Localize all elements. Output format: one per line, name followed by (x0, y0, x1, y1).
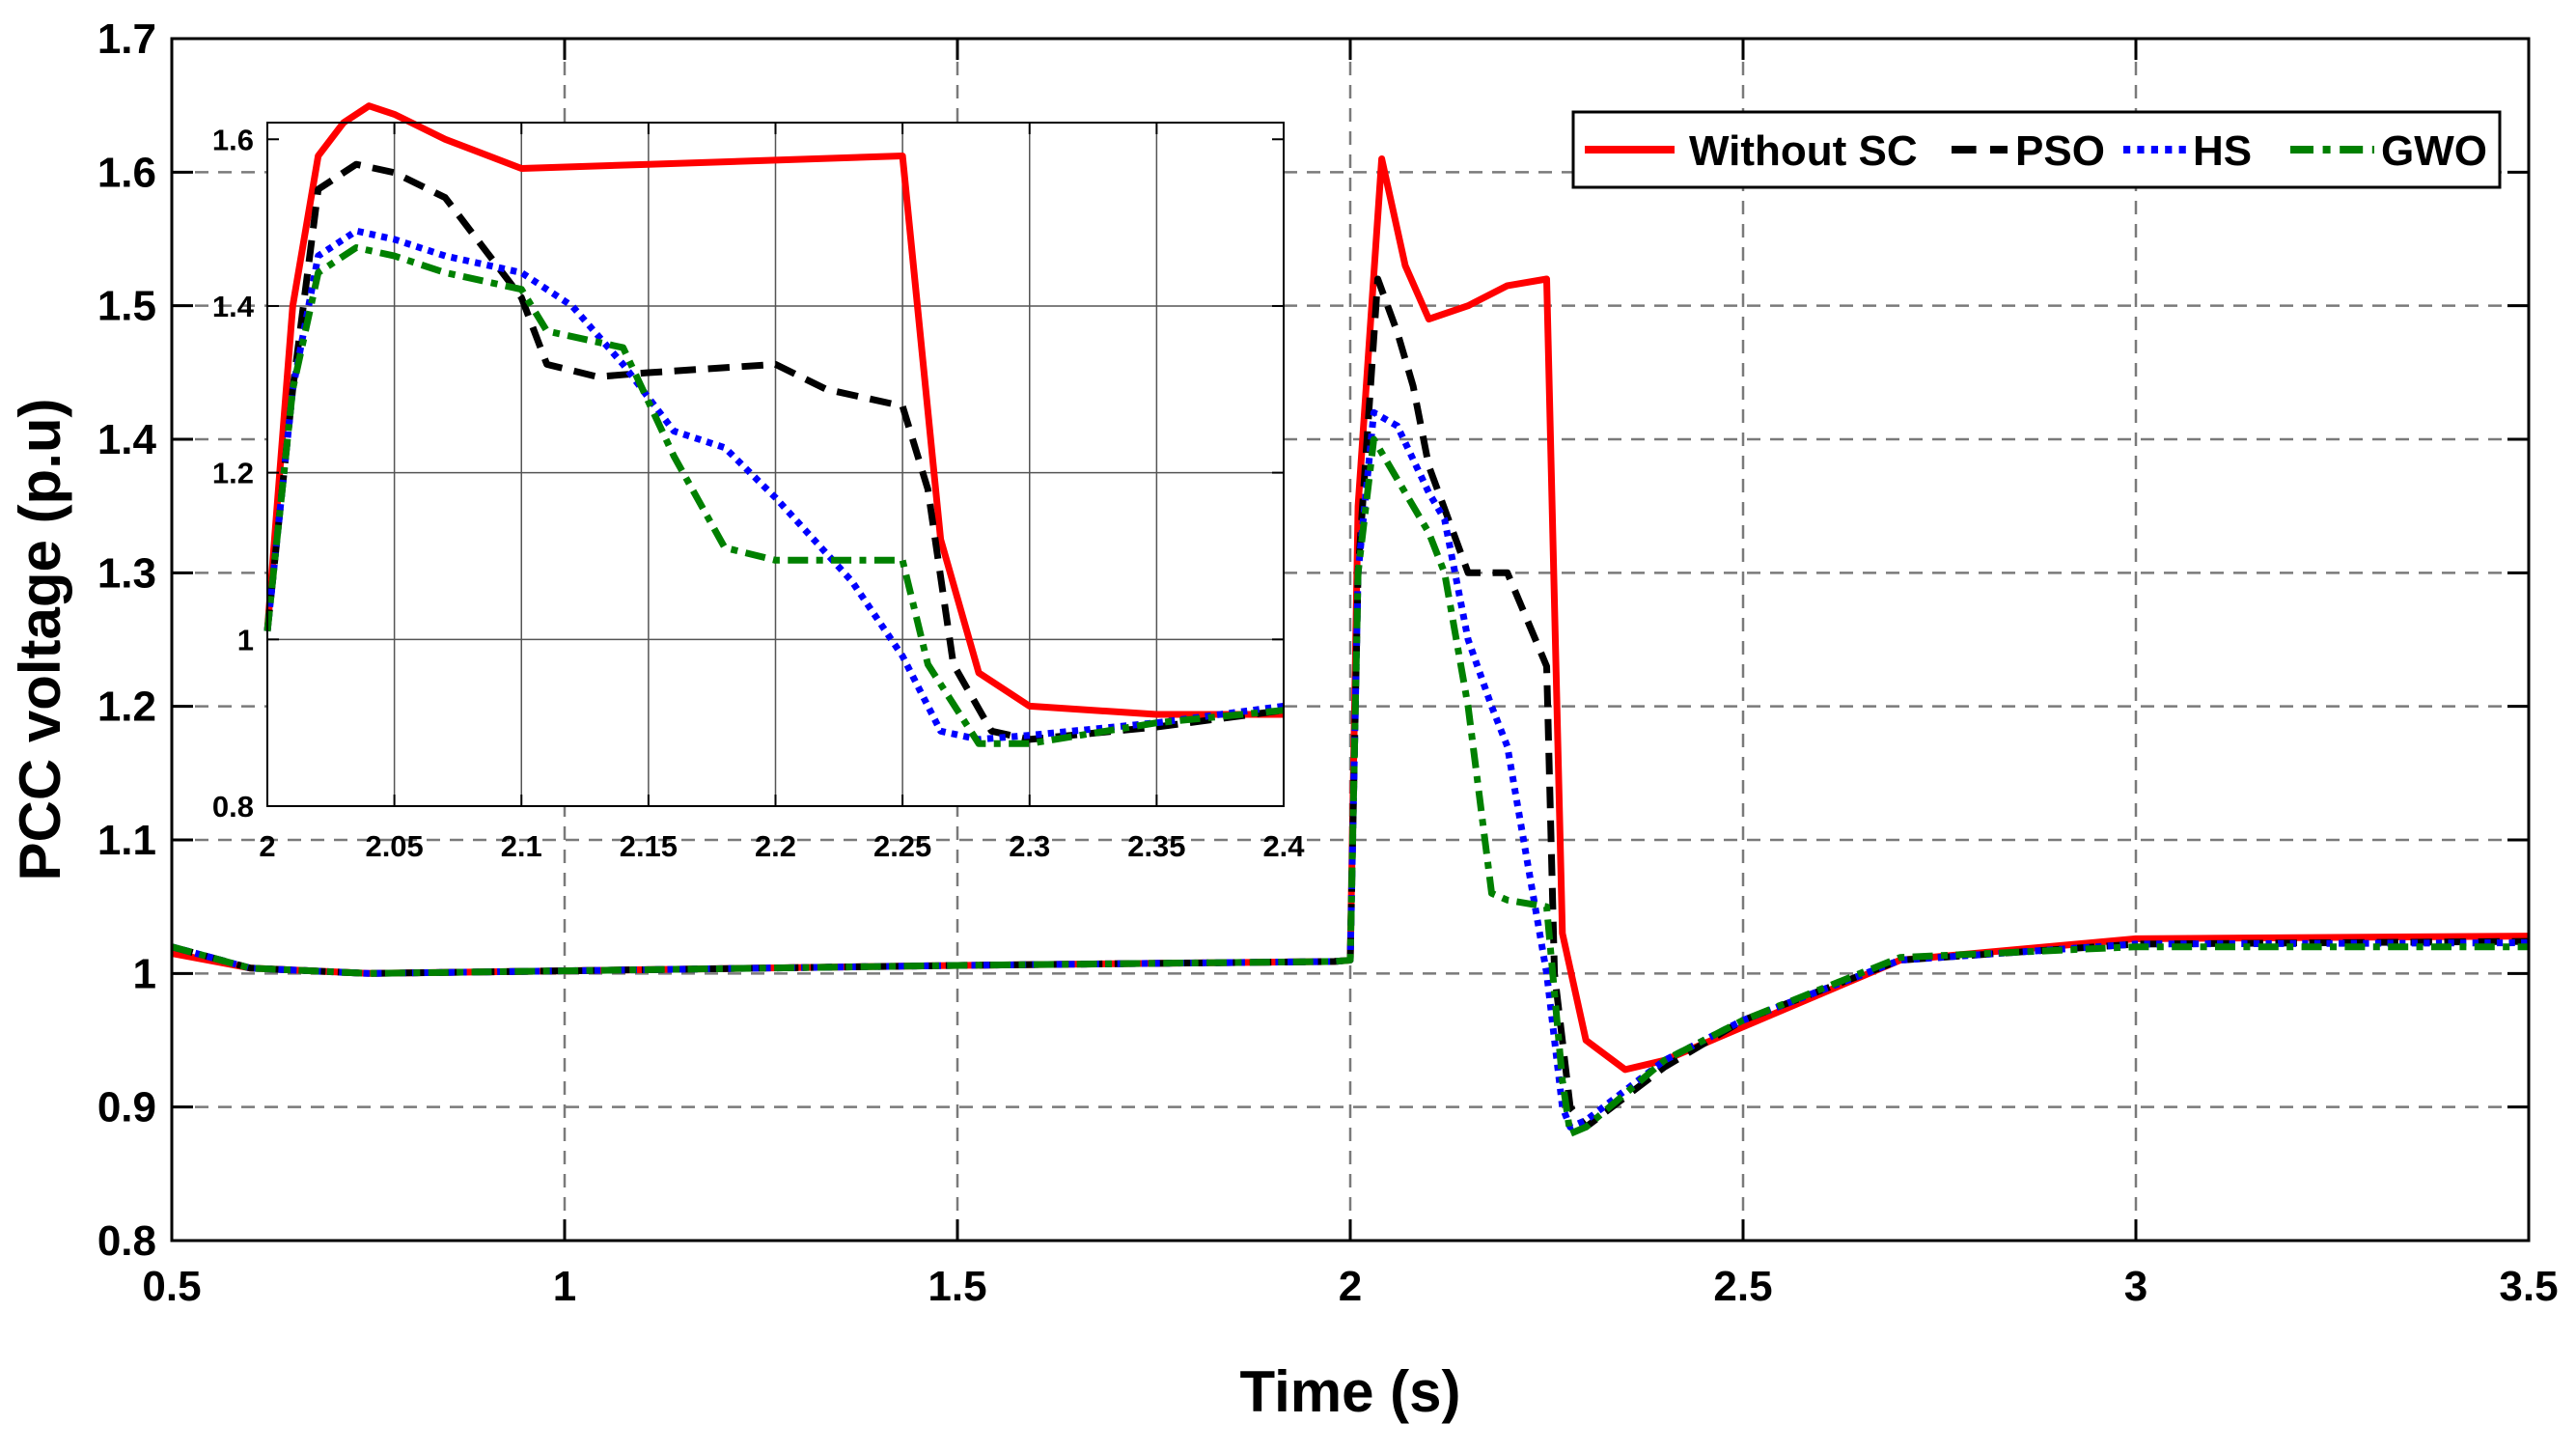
main-series (171, 155, 2530, 1137)
legend-label-hs: HS (2193, 127, 2252, 175)
inset-xtick-label: 2.05 (365, 829, 423, 863)
inset-xtick-label: 2.4 (1262, 829, 1305, 863)
inset-xtick-label: 2.1 (501, 829, 542, 863)
inset-series-pso (263, 160, 1285, 743)
main-ytick-label: 1.5 (97, 283, 156, 330)
main-series-gwo (171, 435, 2529, 1137)
inset-ytick-label: 1 (237, 623, 254, 656)
main-ytick-label: 1.7 (97, 15, 156, 63)
y-axis-label: PCC voltage (p.u) (8, 398, 72, 880)
main-xtick-label: 3 (2124, 1263, 2147, 1310)
inset-ticks: 2 2.05 2.1 2.15 2.2 2.25 2.3 2.35 2.4 0.8 1 1.2 1.4 1… (212, 123, 1305, 863)
legend-label-pso: PSO (2015, 127, 2105, 175)
inset-xtick-label: 2.2 (755, 829, 796, 863)
main-ytick-label: 0.8 (97, 1217, 156, 1265)
main-ytick-label: 1 (133, 950, 156, 997)
main-xtick-label: 0.5 (142, 1263, 201, 1310)
inset-series-without-sc (263, 102, 1284, 718)
main-ytick-label: 1.6 (97, 149, 156, 196)
inset-plot-area: 2 2.05 2.1 2.15 2.2 2.25 2.3 2.35 2.4 0.8 1 1.2 1.4 1… (212, 102, 1305, 863)
main-xtick-label: 2 (1339, 1263, 1362, 1310)
inset-ytick-label: 1.4 (212, 290, 255, 323)
inset-series (263, 102, 1285, 747)
inset-grid (267, 123, 1284, 806)
inset-xtick-label: 2.25 (873, 829, 931, 863)
inset-xtick-label: 2 (259, 829, 275, 863)
inset-ytick-label: 0.8 (212, 790, 254, 824)
main-xtick-label: 1 (553, 1263, 576, 1310)
main-ytick-label: 1.4 (97, 416, 157, 463)
inset-xtick-label: 2.35 (1127, 829, 1185, 863)
inset-xtick-label: 2.3 (1009, 829, 1050, 863)
legend: Without SC PSO HS GWO (1571, 110, 2502, 189)
main-ytick-label: 0.9 (97, 1084, 156, 1131)
inset-xtick-label: 2.15 (620, 829, 678, 863)
legend-label-without-sc: Without SC (1689, 127, 1918, 175)
main-xtick-label: 3.5 (2499, 1263, 2558, 1310)
main-ytick-label: 1.2 (97, 684, 156, 731)
x-axis-label: Time (s) (1240, 1359, 1461, 1424)
main-ticks: 0.5 1 1.5 2 2.5 3 3.5 0.8 0.9 1 1.1 1.2 1.3 1.4 1.5 1.6… (97, 15, 2559, 1310)
legend-label-gwo: GWO (2381, 127, 2487, 175)
main-ytick-label: 1.1 (97, 817, 156, 864)
main-xtick-label: 1.5 (928, 1263, 986, 1310)
inset-series-gwo (263, 244, 1285, 747)
inset-ytick-label: 1.6 (212, 123, 254, 156)
inset-ytick-label: 1.2 (212, 457, 254, 490)
main-ytick-label: 1.3 (97, 549, 156, 597)
main-xtick-label: 2.5 (1713, 1263, 1772, 1310)
main-grid (172, 39, 2529, 1241)
